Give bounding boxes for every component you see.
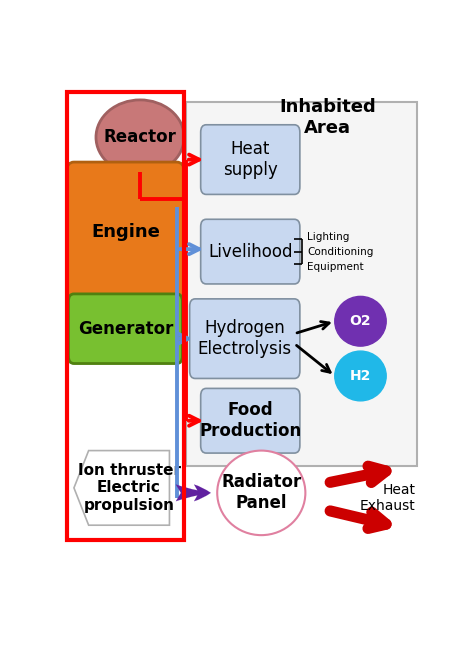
Text: Hydrogen
Electrolysis: Hydrogen Electrolysis	[198, 319, 292, 358]
Ellipse shape	[335, 351, 386, 401]
FancyBboxPatch shape	[201, 219, 300, 284]
Text: Heat
Exhaust: Heat Exhaust	[360, 483, 416, 513]
FancyBboxPatch shape	[201, 125, 300, 194]
Ellipse shape	[96, 100, 184, 174]
Text: Ion thruster
Electric
propulsion: Ion thruster Electric propulsion	[78, 463, 181, 513]
Text: Food
Production: Food Production	[199, 401, 301, 440]
Text: Lighting: Lighting	[307, 232, 350, 242]
Text: Generator: Generator	[78, 320, 173, 338]
Text: Reactor: Reactor	[104, 128, 176, 146]
FancyBboxPatch shape	[201, 388, 300, 453]
Ellipse shape	[217, 451, 305, 535]
Text: Conditioning: Conditioning	[307, 247, 374, 256]
Text: O2: O2	[350, 314, 371, 328]
Text: Livelihood: Livelihood	[208, 243, 292, 260]
Polygon shape	[74, 451, 169, 525]
Text: H2: H2	[350, 369, 371, 383]
Text: Equipment: Equipment	[307, 262, 364, 271]
Bar	[66, 92, 184, 540]
FancyBboxPatch shape	[190, 299, 300, 379]
Text: Radiator
Panel: Radiator Panel	[221, 474, 301, 512]
Bar	[186, 103, 418, 466]
FancyBboxPatch shape	[66, 162, 184, 301]
FancyBboxPatch shape	[68, 294, 182, 364]
Ellipse shape	[335, 297, 386, 346]
Text: Engine: Engine	[91, 223, 160, 241]
Text: Inhabited
Area: Inhabited Area	[279, 98, 376, 137]
Text: Heat
supply: Heat supply	[223, 140, 278, 179]
